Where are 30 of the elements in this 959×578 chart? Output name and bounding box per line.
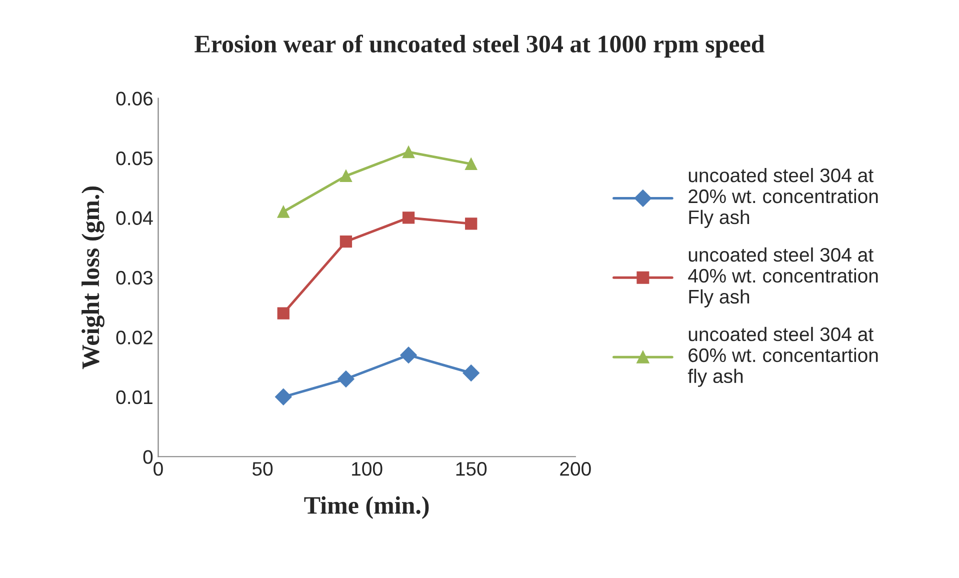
x-tick-label: 100 <box>352 462 382 476</box>
point <box>275 388 292 406</box>
legend-label: uncoated steel 304 at 40% wt. concentration Fly ash <box>688 247 878 308</box>
y-tick-label: 0.05 <box>116 151 153 166</box>
point <box>465 158 478 170</box>
point <box>340 170 352 182</box>
y-tick-label: 0.01 <box>116 390 152 404</box>
y-tick-label: 0 <box>143 450 153 464</box>
x-tick-label: 0 <box>154 462 163 476</box>
point <box>338 370 354 388</box>
legend-label: uncoated steel 304 at 60% wt. concentartion fly ash <box>688 326 878 387</box>
point <box>277 307 290 320</box>
point <box>462 364 480 382</box>
point <box>277 206 290 218</box>
y-tick-label: 0.06 <box>116 92 153 106</box>
point <box>340 236 352 248</box>
y-axis-title: Weight loss (gm.) <box>82 186 104 370</box>
x-tick-label: 200 <box>560 462 591 476</box>
point <box>465 218 478 230</box>
y-tick-label: 0.04 <box>116 211 153 225</box>
chart-title: Erosion wear of uncoated steel 304 at 1000 rpm speed <box>194 34 765 58</box>
x-tick-label: 50 <box>252 462 273 476</box>
y-tick-label: 0.02 <box>116 330 152 344</box>
point <box>402 146 415 158</box>
y-tick-label: 0.03 <box>116 270 153 285</box>
point <box>402 212 415 224</box>
x-tick-label: 150 <box>456 462 487 476</box>
legend-label: uncoated steel 304 at 20% wt. concentration Fly ash <box>688 168 878 228</box>
x-axis-title: Time (min.) <box>304 496 429 519</box>
point <box>400 346 417 364</box>
